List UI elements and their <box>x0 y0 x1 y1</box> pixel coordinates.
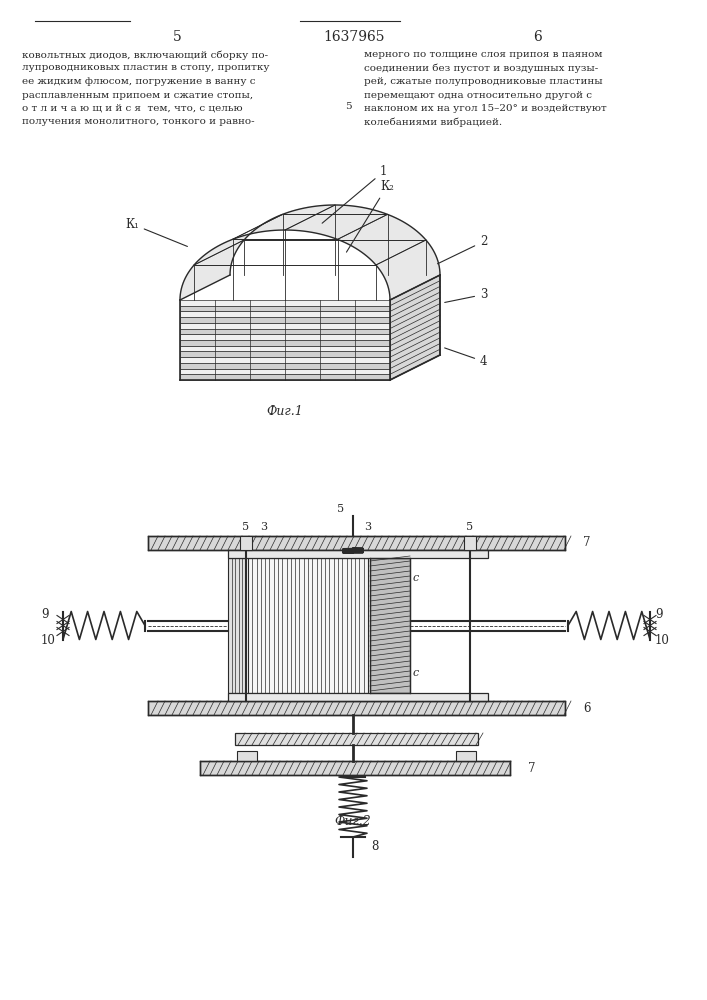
Polygon shape <box>180 317 390 323</box>
Text: 7: 7 <box>528 762 535 774</box>
Text: с: с <box>413 573 419 583</box>
Polygon shape <box>456 751 476 761</box>
Text: 10: 10 <box>41 634 56 647</box>
Text: Фиг.2: Фиг.2 <box>334 815 371 828</box>
Polygon shape <box>228 558 246 693</box>
Text: о т л и ч а ю щ и й с я  тем, что, с целью: о т л и ч а ю щ и й с я тем, что, с цель… <box>22 104 243 113</box>
Text: 3: 3 <box>445 288 488 302</box>
Text: 5: 5 <box>467 522 474 532</box>
Text: 3: 3 <box>260 522 267 532</box>
Text: с: с <box>413 668 419 678</box>
Text: 6: 6 <box>532 30 542 44</box>
Polygon shape <box>180 334 390 340</box>
Polygon shape <box>180 329 390 334</box>
Polygon shape <box>180 357 390 363</box>
Text: 9: 9 <box>655 607 662 620</box>
Text: 5: 5 <box>243 522 250 532</box>
Text: К₁: К₁ <box>125 218 187 246</box>
Text: расплавленным припоем и сжатие стопы,: расплавленным припоем и сжатие стопы, <box>22 91 253 100</box>
Polygon shape <box>248 558 368 693</box>
Text: получения монолитного, тонкого и равно-: получения монолитного, тонкого и равно- <box>22 117 255 126</box>
Text: 6: 6 <box>583 702 590 714</box>
Polygon shape <box>148 536 565 550</box>
Text: перемещают одна относительно другой с: перемещают одна относительно другой с <box>364 91 592 100</box>
Polygon shape <box>180 340 390 346</box>
Polygon shape <box>180 311 390 317</box>
Text: мерного по толщине слоя припоя в паяном: мерного по толщине слоя припоя в паяном <box>364 50 602 59</box>
Polygon shape <box>180 323 390 329</box>
Text: 1: 1 <box>322 165 387 223</box>
Polygon shape <box>200 761 510 775</box>
Text: рей, сжатые полупроводниковые пластины: рей, сжатые полупроводниковые пластины <box>364 77 602 86</box>
Text: соединении без пустот и воздушных пузы-: соединении без пустот и воздушных пузы- <box>364 64 598 73</box>
Text: 3: 3 <box>364 522 372 532</box>
Text: 4: 4 <box>445 348 488 368</box>
Text: 8: 8 <box>371 840 378 854</box>
Text: 5: 5 <box>345 102 351 111</box>
Text: 2: 2 <box>438 235 487 264</box>
Polygon shape <box>390 275 440 380</box>
Polygon shape <box>370 558 410 693</box>
Text: К₂: К₂ <box>346 180 394 252</box>
Text: 1637965: 1637965 <box>323 30 385 44</box>
Polygon shape <box>180 205 440 300</box>
Text: 10: 10 <box>655 634 670 647</box>
Text: колебаниями вибрацией.: колебаниями вибрацией. <box>364 117 502 127</box>
Text: 5: 5 <box>173 30 182 44</box>
Text: ковольтных диодов, включающий сборку по-: ковольтных диодов, включающий сборку по- <box>22 50 268 60</box>
Polygon shape <box>180 346 390 351</box>
Polygon shape <box>180 300 390 306</box>
Polygon shape <box>180 351 390 357</box>
Text: 9: 9 <box>41 607 49 620</box>
Polygon shape <box>228 693 488 701</box>
Polygon shape <box>237 751 257 761</box>
Polygon shape <box>464 536 476 550</box>
Polygon shape <box>240 536 252 550</box>
Text: наклоном их на угол 15–20° и воздействуют: наклоном их на угол 15–20° и воздействую… <box>364 104 607 113</box>
Polygon shape <box>148 701 565 715</box>
Polygon shape <box>180 369 390 374</box>
Polygon shape <box>180 374 390 380</box>
Text: 7: 7 <box>583 536 590 550</box>
Polygon shape <box>180 306 390 311</box>
Text: б: б <box>373 617 380 628</box>
Polygon shape <box>228 550 488 558</box>
Text: лупроводниковых пластин в стопу, пропитку: лупроводниковых пластин в стопу, пропитк… <box>22 64 269 73</box>
Text: ее жидким флюсом, погружение в ванну с: ее жидким флюсом, погружение в ванну с <box>22 77 255 86</box>
Polygon shape <box>235 733 478 745</box>
Text: Фиг.1: Фиг.1 <box>267 405 303 418</box>
Polygon shape <box>180 363 390 369</box>
Text: 5: 5 <box>337 504 344 514</box>
